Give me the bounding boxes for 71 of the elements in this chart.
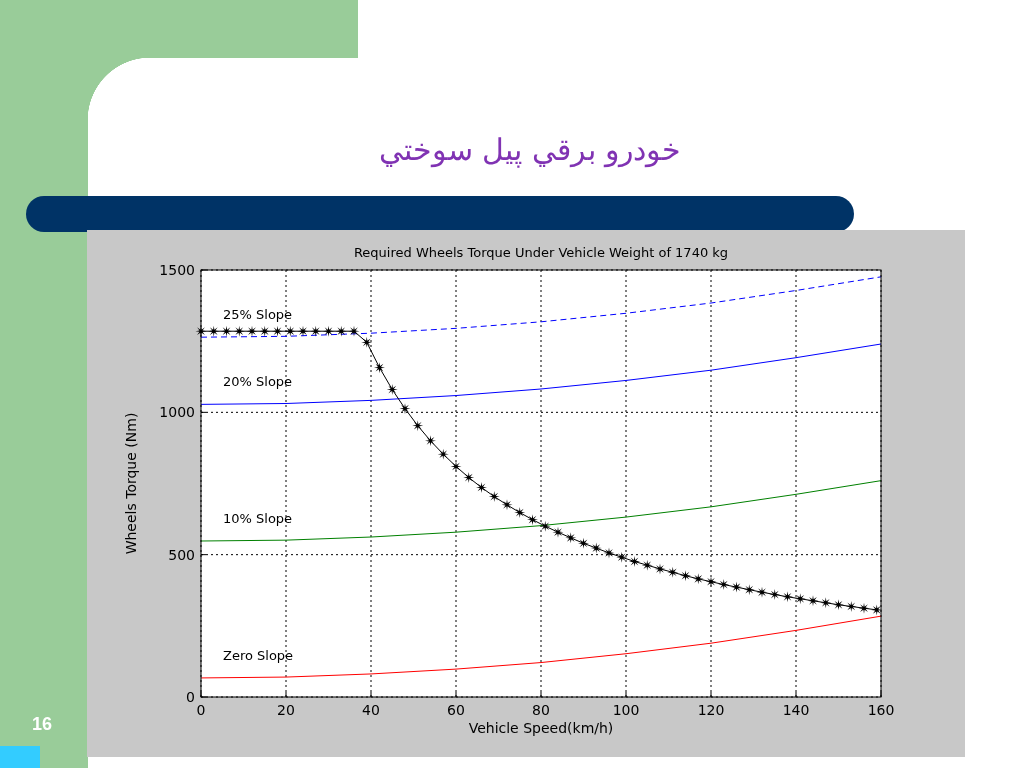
series-label: 25% Slope (223, 307, 293, 323)
point (641, 559, 653, 571)
point (539, 520, 551, 532)
point (845, 600, 857, 612)
series-label: 10% Slope (223, 511, 293, 526)
point (820, 597, 832, 609)
x-tick-label: 140 (782, 702, 810, 718)
x-tick-label: 120 (697, 702, 725, 718)
point (246, 325, 258, 337)
x-tick-label: 160 (867, 702, 895, 718)
series-label: 20% Slope (223, 374, 293, 390)
point (654, 563, 666, 575)
series-label: Zero Slope (223, 647, 294, 663)
point (603, 547, 615, 559)
point (667, 566, 679, 578)
chart-title: خودرو برقي پيل سوختي (378, 132, 682, 168)
point (374, 362, 385, 374)
point (310, 325, 322, 337)
point (386, 384, 398, 396)
x-tick-label: 20 (277, 702, 295, 718)
point (476, 481, 487, 493)
point (284, 325, 296, 337)
point (221, 325, 232, 337)
line-series (200, 343, 882, 405)
point (208, 325, 220, 337)
point (335, 325, 347, 337)
x-tick-label: 80 (532, 702, 550, 718)
x-tick-label: 40 (362, 702, 380, 718)
point (705, 576, 717, 588)
point (718, 579, 730, 591)
x-tick-label: 100 (612, 702, 640, 718)
y-tick-label: 0 (186, 689, 195, 705)
point (233, 325, 245, 337)
point (297, 325, 309, 337)
point (488, 491, 500, 503)
y-tick-label: 1500 (159, 262, 195, 278)
x-axis-title: Vehicle Speed(km/h) (468, 720, 614, 736)
y-tick-label: 500 (168, 546, 195, 563)
point (514, 507, 526, 519)
point (425, 435, 436, 447)
point (412, 420, 424, 432)
point (743, 584, 755, 596)
point (399, 403, 411, 415)
point (782, 591, 793, 603)
point (731, 581, 742, 593)
point (272, 325, 283, 337)
point (833, 599, 844, 611)
point (680, 570, 691, 582)
text: 16 (31, 714, 53, 734)
y-axis-title: Wheels Torque (Nm) (123, 412, 139, 555)
chart-subtitle: Required Wheels Torque Under Vehicle Weight of 1740 kg (353, 245, 729, 260)
point (259, 325, 271, 337)
point (756, 586, 768, 598)
point (794, 593, 806, 605)
y-tick-label: 1000 (159, 404, 195, 421)
line-series (200, 480, 882, 542)
point (578, 537, 589, 549)
point (807, 595, 819, 607)
point (769, 589, 781, 601)
point (616, 551, 628, 563)
point (361, 336, 373, 348)
point (629, 556, 640, 567)
point (437, 448, 449, 460)
point (463, 472, 475, 484)
point (348, 325, 360, 337)
x-tick-label: 60 (447, 702, 465, 718)
point (323, 325, 334, 337)
point (692, 573, 704, 585)
point (565, 532, 577, 544)
point (527, 514, 538, 526)
x-tick-label: 0 (196, 702, 206, 718)
